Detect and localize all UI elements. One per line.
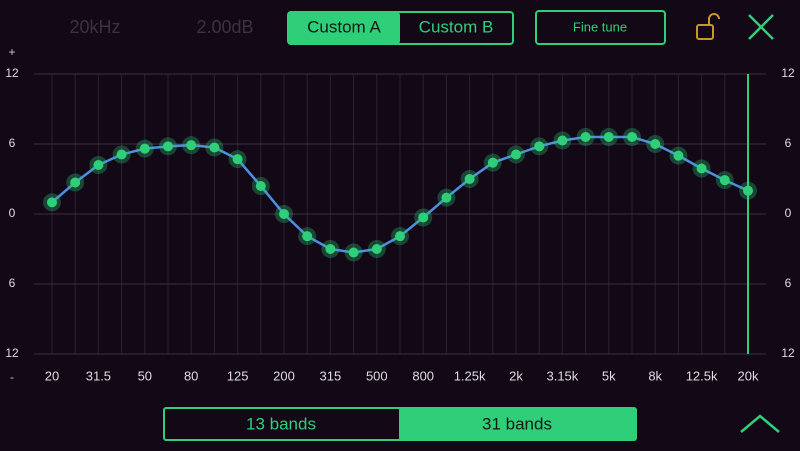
expand-chevron[interactable]	[740, 414, 780, 433]
fine-tune-label[interactable]: Fine tune	[573, 19, 627, 34]
plus-sign: +	[8, 45, 15, 59]
eq-point	[116, 149, 127, 160]
band-toggle: 13 bands 31 bands	[163, 407, 637, 441]
preset-a-label[interactable]: Custom A	[307, 17, 381, 36]
eq-point	[534, 141, 545, 152]
minus-sign: -	[10, 370, 14, 384]
eq-point	[487, 157, 498, 168]
band-31-label[interactable]: 31 bands	[482, 414, 552, 433]
band-31-button[interactable]	[399, 408, 636, 440]
eq-point	[603, 132, 614, 142]
eq-point	[464, 174, 475, 184]
y-tick-label: 6	[9, 136, 16, 150]
x-tick-label: 12.5k	[686, 368, 718, 383]
preset-b-label[interactable]: Custom B	[419, 17, 494, 36]
x-tick-label: 20	[45, 368, 59, 383]
eq-point	[70, 177, 81, 188]
x-tick-label: 5k	[602, 368, 616, 383]
x-tick-label: 500	[366, 368, 388, 383]
x-tick-label: 2k	[509, 368, 523, 383]
y-tick-label: 0	[9, 206, 16, 220]
x-tick-label: 315	[320, 368, 342, 383]
eq-point	[418, 212, 429, 223]
x-tick-label: 800	[412, 368, 434, 383]
lock-icon[interactable]	[696, 13, 720, 40]
y-tick-label: 6	[9, 276, 16, 290]
eq-point	[395, 231, 405, 242]
y-tick-label-right: 12	[781, 66, 795, 80]
gain-readout: 2.00dB	[196, 17, 253, 37]
band-13-label[interactable]: 13 bands	[246, 414, 316, 433]
y-tick-label-right: 12	[781, 346, 795, 360]
eq-point	[163, 141, 173, 152]
eq-point	[557, 135, 568, 146]
fine-tune-button[interactable]	[535, 10, 666, 45]
eq-point	[47, 197, 57, 208]
preset-toggle: Custom A Custom B	[287, 11, 514, 45]
eq-point	[93, 160, 104, 170]
eq-plot: 12 12 6 6 0 0 6 6 12 12 20 31.5 50 80 125 200 315 500 800 1…	[5, 66, 795, 383]
eq-point	[719, 175, 730, 186]
eq-point	[696, 163, 707, 174]
x-tick-label: 50	[138, 368, 152, 383]
eq-point	[186, 140, 197, 151]
eq-point	[511, 149, 521, 160]
x-tick-label: 31.5	[86, 368, 111, 383]
eq-point	[279, 209, 289, 219]
eq-point	[325, 244, 336, 254]
y-tick-label: 12	[5, 66, 19, 80]
y-tick-label-right: 0	[785, 206, 792, 220]
x-tick-label: 3.15k	[546, 368, 578, 383]
preset-a-button[interactable]	[288, 12, 400, 44]
eq-point	[650, 139, 661, 149]
x-tick-label: 20k	[738, 368, 759, 383]
y-tick-label-right: 6	[785, 276, 792, 290]
x-tick-label: 1.25k	[454, 368, 486, 383]
x-tick-label: 8k	[648, 368, 662, 383]
preset-frame	[287, 11, 514, 45]
eq-point	[139, 143, 150, 154]
eq-point	[348, 247, 359, 258]
eq-point	[673, 150, 684, 161]
eq-point	[209, 142, 220, 153]
eq-point	[302, 231, 313, 242]
eq-point	[255, 181, 266, 191]
frequency-readout: 20kHz	[69, 17, 120, 37]
eq-point	[371, 244, 382, 254]
band-frame	[163, 407, 637, 441]
eq-point	[441, 192, 452, 203]
y-tick-label: 12	[5, 346, 19, 360]
x-tick-label: 80	[184, 368, 198, 383]
eq-point	[232, 154, 243, 165]
close-icon[interactable]	[748, 14, 774, 40]
y-tick-label-right: 6	[785, 136, 792, 150]
x-tick-label: 125	[227, 368, 249, 383]
eq-point	[627, 132, 637, 142]
eq-point	[580, 132, 591, 142]
x-tick-label: 200	[273, 368, 295, 383]
